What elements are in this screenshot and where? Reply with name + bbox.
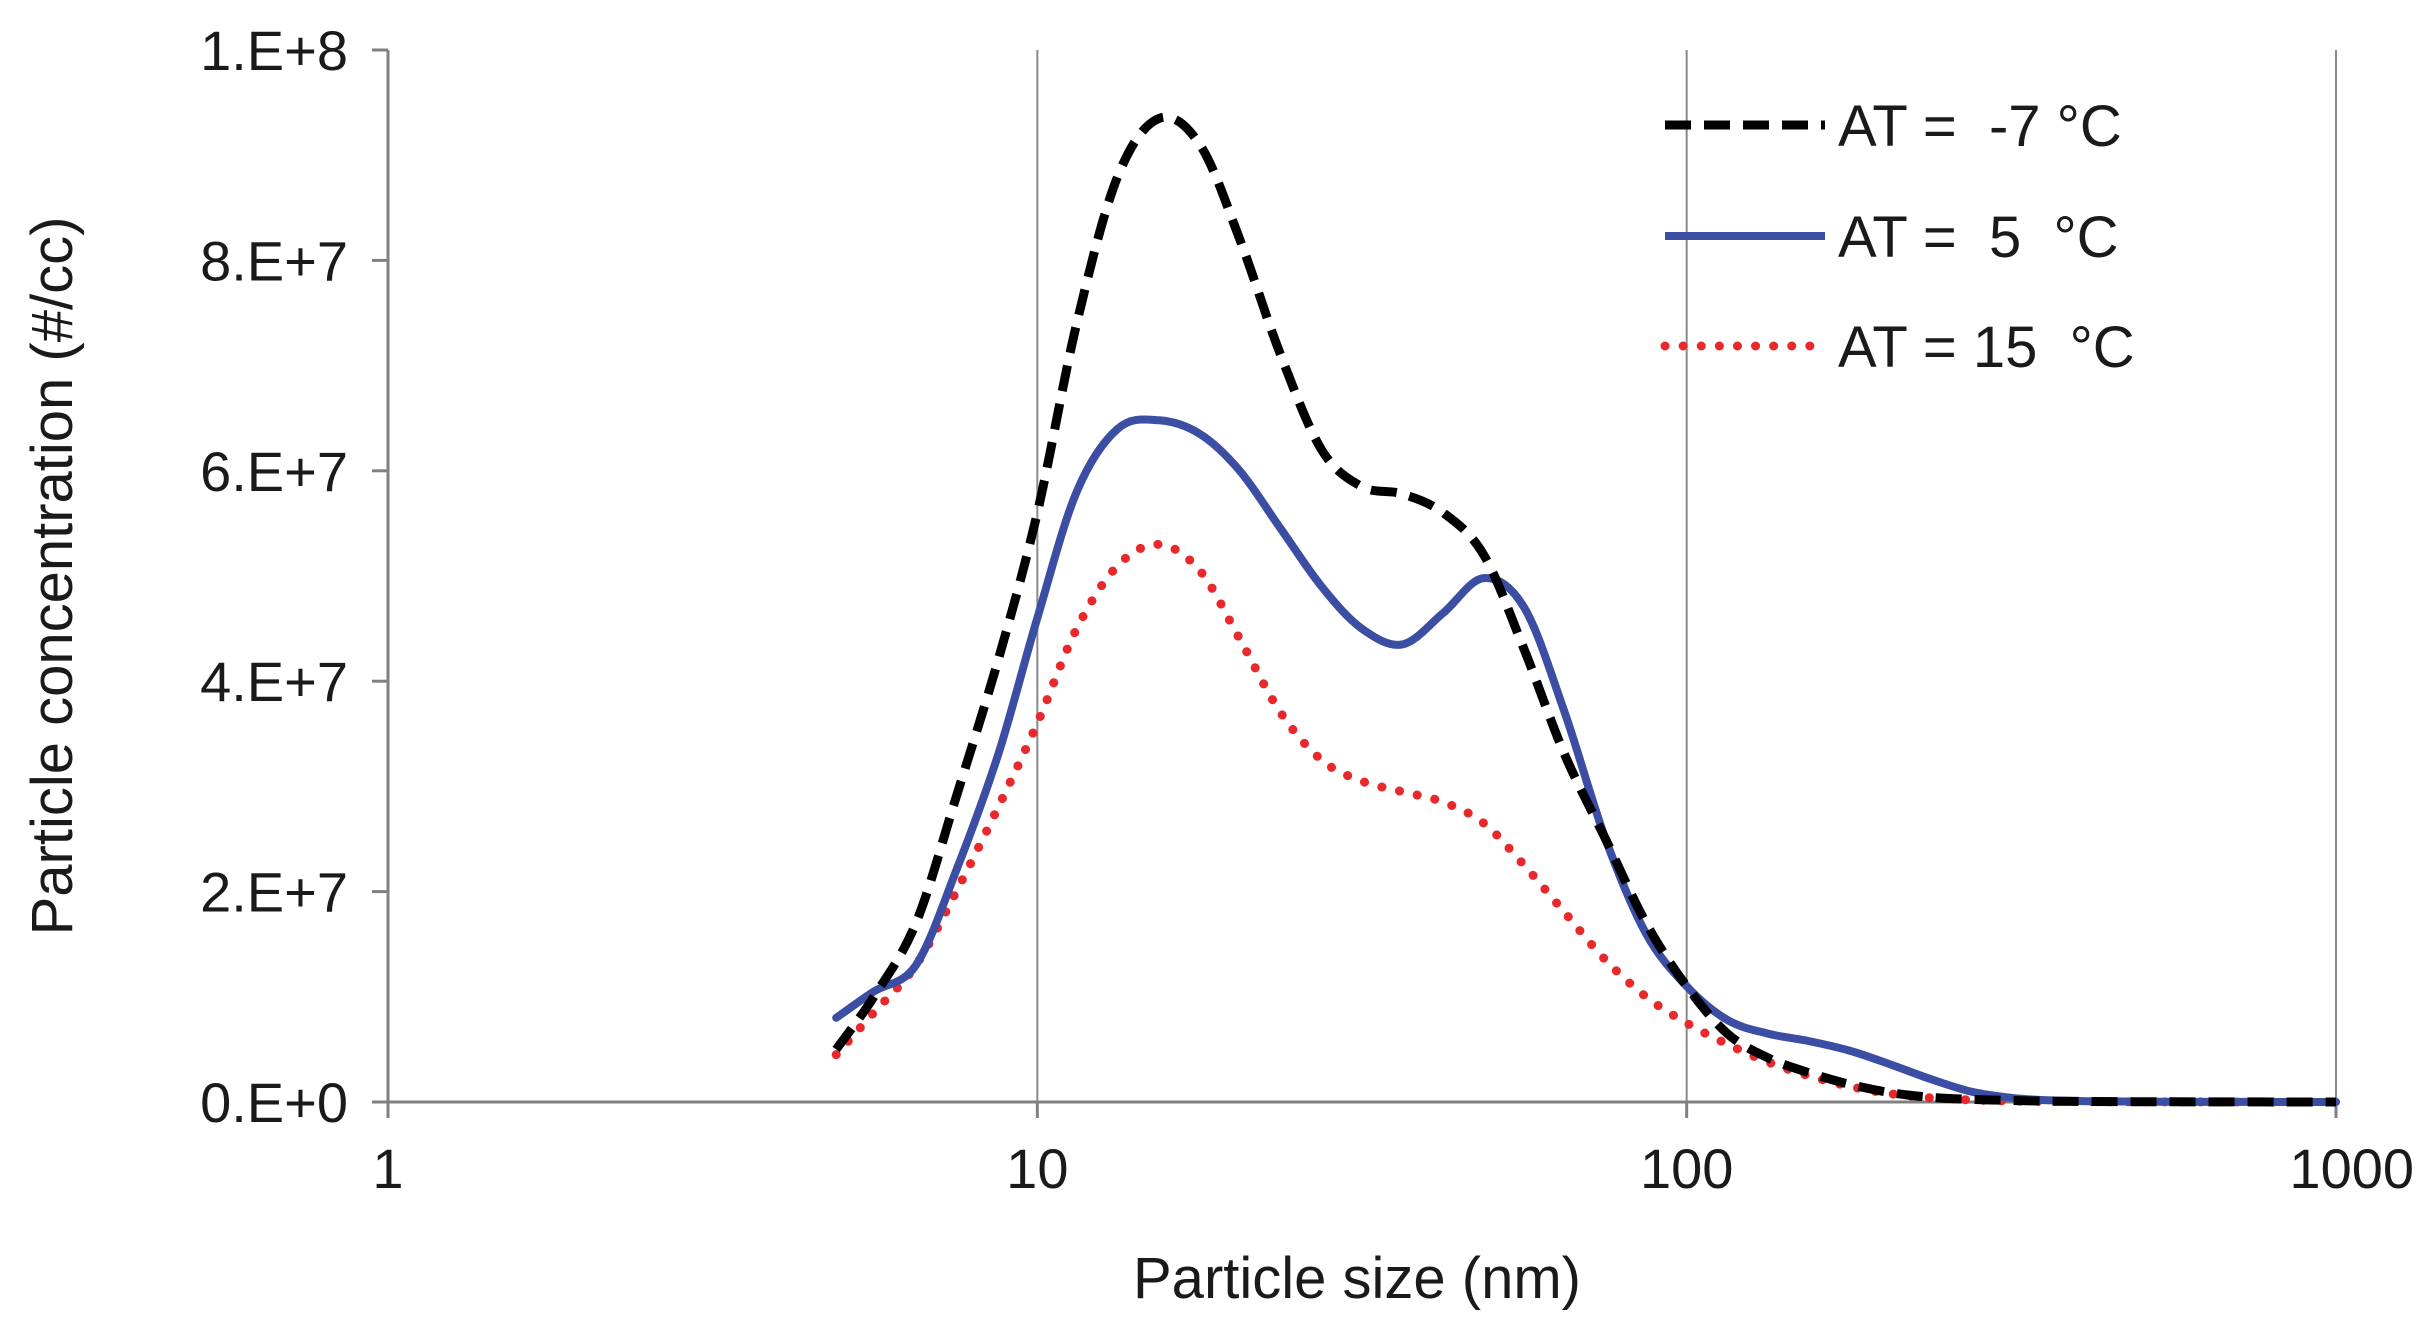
y-tick-label: 4.E+7 bbox=[200, 650, 348, 713]
y-tick-labels: 0.E+0 2.E+7 4.E+7 6.E+7 8.E+7 1.E+8 bbox=[200, 19, 388, 1134]
legend-label-series-1: AT = -7 °C bbox=[1838, 94, 2122, 159]
legend-label-series-3: AT = 15 °C bbox=[1838, 315, 2135, 380]
x-tick-labels: 1 10 100 1000 bbox=[372, 1102, 2414, 1200]
axes bbox=[386, 50, 2336, 1104]
y-tick-label: 1.E+8 bbox=[200, 19, 348, 82]
legend-label-series-2: AT = 5 °C bbox=[1838, 205, 2119, 270]
series-line-3 bbox=[831, 539, 2341, 1107]
y-tick-label: 6.E+7 bbox=[200, 440, 348, 503]
x-tick-label: 10 bbox=[1006, 1137, 1068, 1200]
x-tick-label: 100 bbox=[1640, 1137, 1733, 1200]
y-tick-label: 8.E+7 bbox=[200, 229, 348, 292]
grid-lines bbox=[1036, 50, 2337, 1102]
y-tick-label: 0.E+0 bbox=[200, 1071, 348, 1134]
x-axis-label: Particle size (nm) bbox=[1133, 1246, 1581, 1311]
y-axis-label: Particle concentration (#/cc) bbox=[20, 217, 85, 936]
x-tick-label: 1 bbox=[372, 1137, 403, 1200]
legend: AT = -7 °C AT = 5 °C AT = 15 °C bbox=[1660, 94, 2135, 380]
x-tick-label: 1000 bbox=[2289, 1137, 2414, 1200]
series-line-2 bbox=[832, 415, 2340, 1106]
series-lines bbox=[831, 112, 2341, 1107]
y-tick-label: 2.E+7 bbox=[200, 861, 348, 924]
